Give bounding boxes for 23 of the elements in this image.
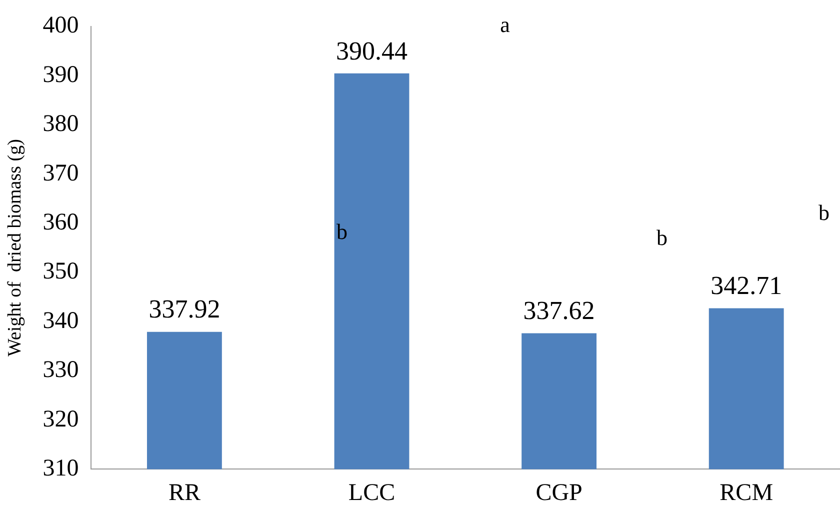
y-tick-label: 330 (42, 357, 79, 384)
data-label: 337.62 (523, 296, 595, 326)
y-tick-label: 320 (42, 406, 79, 432)
data-label: 390.44 (336, 36, 408, 66)
x-tick-label: RCM (720, 480, 774, 506)
annotation: b (818, 200, 830, 226)
annotation: b (656, 225, 668, 251)
y-tick-label: 360 (42, 209, 79, 236)
x-tick-label: RR (168, 480, 200, 506)
y-tick-label: 370 (42, 160, 79, 186)
data-label: 337.92 (148, 294, 220, 324)
x-tick-label: CGP (536, 480, 582, 506)
y-tick-label: 380 (42, 111, 79, 138)
y-tick-label: 340 (42, 308, 79, 334)
y-axis-title: Weight of dried biomass (g) (4, 139, 26, 357)
annotation: b (336, 219, 348, 245)
annotation: a (500, 12, 510, 38)
y-tick-label: 390 (42, 62, 79, 88)
y-tick-label: 350 (42, 258, 79, 285)
x-tick-label: LCC (348, 480, 396, 506)
y-tick-label: 400 (42, 12, 79, 39)
y-tick-label: 310 (42, 455, 79, 482)
data-label: 342.71 (710, 271, 782, 300)
